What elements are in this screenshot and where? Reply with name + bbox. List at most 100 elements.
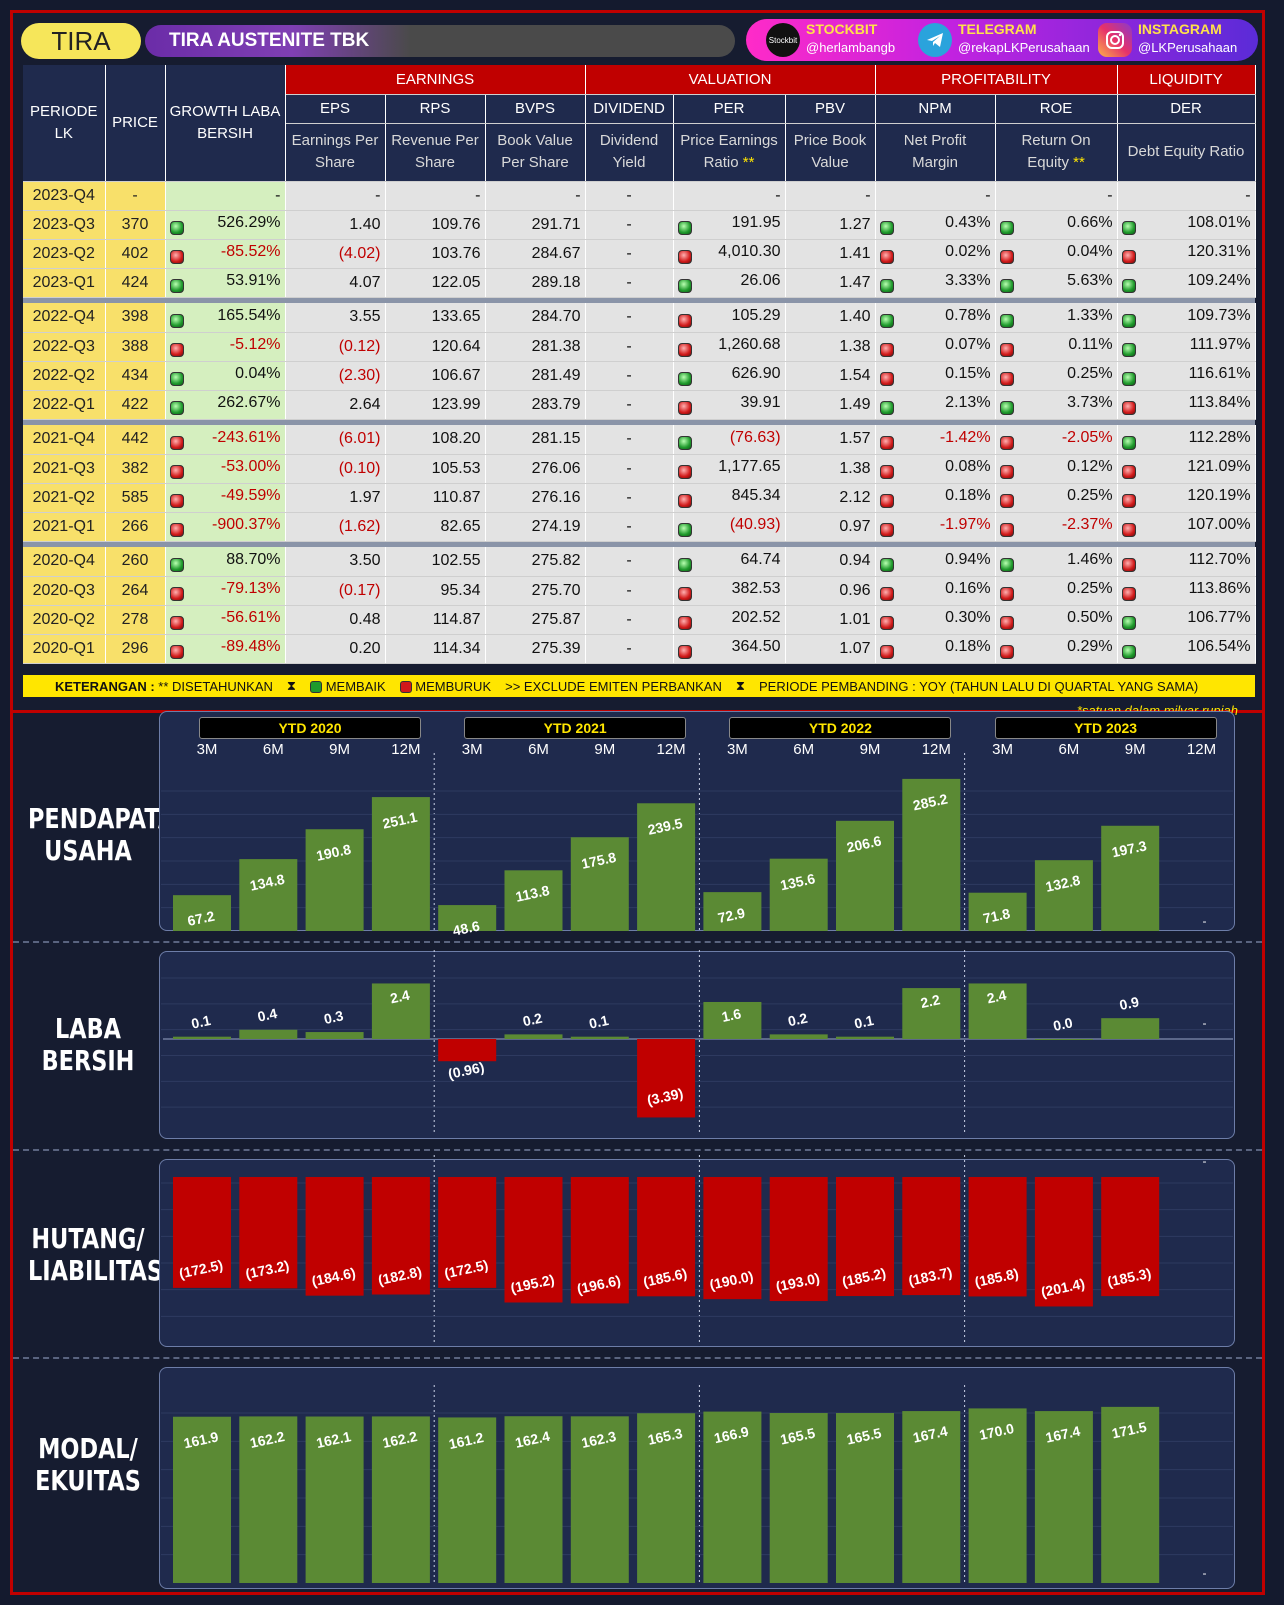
- red-light-icon: [1121, 557, 1136, 572]
- table-cell: -: [585, 268, 674, 298]
- social-telegram[interactable]: TELEGRAM @rekapLKPerusahaan: [918, 19, 1093, 61]
- table-cell: 276.06: [485, 454, 586, 484]
- table-row: 2020-Q2 278 -56.61% 0.48 114.87 275.87-202.52…: [23, 605, 1256, 635]
- table-cell: 274.19: [485, 512, 586, 542]
- table-cell: 4.07: [285, 268, 386, 298]
- table-row: 2023-Q2 402 -85.52% (4.02) 103.76 284.67-4,01…: [23, 239, 1256, 269]
- table-cell: 2022-Q1: [23, 390, 106, 420]
- green-light-icon: [999, 279, 1014, 293]
- green-light-icon: [999, 401, 1014, 415]
- month-label: 3M: [196, 741, 218, 758]
- year-separator: [23, 297, 1256, 303]
- table-cell: 165.54%: [165, 303, 286, 333]
- table-cell: 291.71: [485, 210, 586, 240]
- table-cell: 3.33%: [875, 268, 996, 298]
- table-cell: 2021-Q3: [23, 454, 106, 484]
- social-title: INSTAGRAM: [1138, 21, 1222, 37]
- red-light-icon: [169, 587, 184, 601]
- table-cell: -: [585, 605, 674, 635]
- red-light-icon: [1121, 401, 1136, 415]
- group-earnings: EARNINGS: [285, 65, 586, 95]
- table-cell: 2023-Q2: [23, 239, 106, 269]
- table-cell: 0.48: [285, 605, 386, 635]
- table-cell: -: [585, 239, 674, 269]
- red-light-icon: [169, 523, 184, 537]
- table-cell: 278: [105, 605, 166, 635]
- table-cell: 0.66%: [995, 210, 1118, 240]
- table-cell: 2021-Q4: [23, 425, 106, 455]
- table-cell: 0.78%: [875, 303, 996, 333]
- company-name: TIRA AUSTENITE TBK: [145, 25, 735, 57]
- stockbit-icon: Stockbit: [766, 23, 800, 57]
- month-label: 3M: [992, 741, 1014, 758]
- red-light-icon: [879, 645, 894, 659]
- section-divider: [13, 1149, 1262, 1151]
- year-separator: [23, 541, 1256, 547]
- table-cell: -: [285, 181, 386, 211]
- green-light-icon: [677, 372, 692, 386]
- column-description: Return On Equity **: [995, 123, 1118, 182]
- green-light-icon: [1121, 435, 1136, 450]
- red-light-icon: [999, 372, 1014, 386]
- table-cell: (6.01): [285, 425, 386, 455]
- label-hutang: HUTANG/LIABILITAS: [28, 1222, 163, 1287]
- legend-bar: KETERANGAN : ** DISETAHUNKAN ⧗ MEMBAIK M…: [23, 675, 1255, 697]
- table-row: 2022-Q3 388 -5.12% (0.12) 120.64 281.38-1,260…: [23, 332, 1256, 362]
- red-light-icon: [879, 616, 894, 630]
- table-row: 2020-Q1 296 -89.48% 0.20 114.34 275.39-364.50…: [23, 634, 1256, 664]
- table-cell: 133.65: [385, 303, 486, 333]
- table-cell: 370: [105, 210, 166, 240]
- table-row: 2021-Q1 266 -900.37% (1.62) 82.65 274.19- (40.…: [23, 512, 1256, 542]
- table-cell: 422: [105, 390, 166, 420]
- table-cell: -: [165, 181, 286, 211]
- table-cell: 39.91: [673, 390, 786, 420]
- panel-modal: [159, 1367, 1235, 1589]
- month-label: 6M: [262, 741, 284, 758]
- table-cell: 2021-Q1: [23, 512, 106, 542]
- table-cell: -: [585, 390, 674, 420]
- table-cell: 0.12%: [995, 454, 1118, 484]
- column-header: ROE: [995, 94, 1118, 124]
- green-light-icon: [169, 313, 184, 328]
- table-cell: 275.82: [485, 547, 586, 577]
- green-light-icon: [169, 279, 184, 293]
- table-cell: 398: [105, 303, 166, 333]
- month-label: 9M: [329, 741, 351, 758]
- social-banner: Stockbit STOCKBIT @herlambangb TELEGRAM …: [746, 19, 1258, 61]
- table-cell: 0.02%: [875, 239, 996, 269]
- ytd-group-label: YTD 2023: [994, 717, 1217, 739]
- table-cell: 281.49: [485, 361, 586, 391]
- table-cell: 585: [105, 483, 166, 513]
- table-cell: -: [585, 425, 674, 455]
- legend-divider-icon: ⧗: [286, 678, 297, 693]
- month-label: 9M: [1124, 741, 1146, 758]
- table-cell: 296: [105, 634, 166, 664]
- financial-summary-section: TIRA TIRA AUSTENITE TBK Stockbit STOCKBI…: [13, 13, 1262, 713]
- table-cell: 53.91%: [165, 268, 286, 298]
- red-light-icon: [879, 523, 894, 537]
- red-light-icon: [169, 465, 184, 479]
- table-cell: 1.07: [785, 634, 876, 664]
- red-light-icon: [677, 343, 692, 357]
- table-cell: 0.94%: [875, 547, 996, 577]
- section-divider: [13, 941, 1262, 943]
- table-row: 2020-Q3 264 -79.13% (0.17) 95.34 275.70-382.5…: [23, 576, 1256, 606]
- header-growth: GROWTH LABA BERSIH: [165, 65, 286, 182]
- table-cell: 109.24%: [1117, 268, 1256, 298]
- green-light-icon: [677, 221, 692, 235]
- table-cell: 0.25%: [995, 576, 1118, 606]
- table-cell: 845.34: [673, 483, 786, 513]
- table-cell: 105.53: [385, 454, 486, 484]
- table-cell: 120.64: [385, 332, 486, 362]
- table-cell: 114.34: [385, 634, 486, 664]
- social-stockbit[interactable]: Stockbit STOCKBIT @herlambangb: [766, 19, 916, 61]
- red-light-icon: [879, 465, 894, 479]
- table-cell: 2.12: [785, 483, 876, 513]
- table-cell: 121.09%: [1117, 454, 1256, 484]
- table-cell: 102.55: [385, 547, 486, 577]
- social-handle: @herlambangb: [806, 40, 896, 55]
- group-valuation: VALUATION: [585, 65, 876, 95]
- green-light-icon: [1121, 372, 1136, 386]
- social-instagram[interactable]: INSTAGRAM @LKPerusahaan: [1098, 19, 1248, 61]
- table-cell: 1.46%: [995, 547, 1118, 577]
